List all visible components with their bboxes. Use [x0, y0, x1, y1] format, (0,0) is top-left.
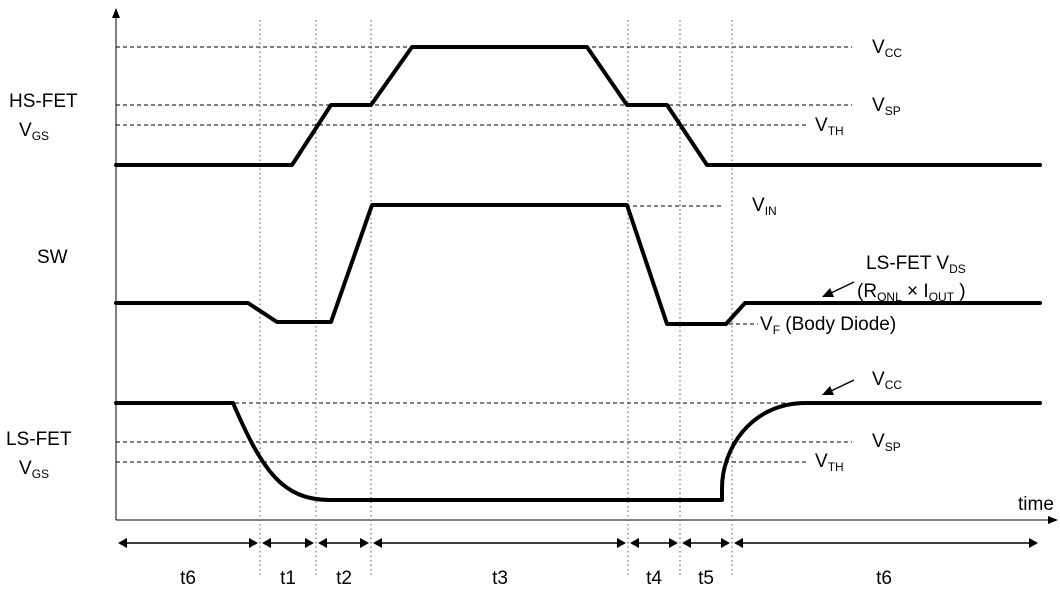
- interval-arrow-right-icon: [721, 538, 730, 548]
- vcc-top-label: VCC: [872, 37, 902, 60]
- vth-top-label: VTH: [815, 115, 844, 138]
- interval-arrow-left-icon: [630, 538, 639, 548]
- vcc-bottom-label: VCC: [872, 369, 902, 392]
- interval-arrows: [118, 538, 1038, 548]
- ls-fet-vds-label: LS-FET VDS: [866, 253, 966, 276]
- x-axis-arrow-icon: [1048, 516, 1058, 524]
- interval-label-t6-start: t6: [180, 568, 196, 589]
- interval-label-t2: t2: [336, 568, 352, 589]
- signal-labels: HS-FET VGS SW LS-FET VGS: [6, 91, 78, 481]
- interval-label-t3: t3: [492, 568, 508, 589]
- interval-label-t6-end: t6: [876, 568, 892, 589]
- ronl-iout-label: (RONL × IOUT ): [857, 281, 966, 304]
- ls-fet-label: LS-FET: [6, 429, 72, 450]
- interval-label-t4: t4: [646, 568, 662, 589]
- interval-label-t5: t5: [698, 568, 714, 589]
- interval-arrow-right-icon: [249, 538, 258, 548]
- vcc-bottom-pointer-line: [830, 379, 855, 392]
- level-labels: VCC VSP VTH VIN LS-FET VDS (RONL × IOUT …: [752, 37, 966, 474]
- reference-levels: [116, 46, 852, 463]
- interval-label-t1: t1: [280, 568, 296, 589]
- interval-arrow-left-icon: [118, 538, 127, 548]
- waveforms: [114, 45, 1042, 502]
- ls-fet-vgs-waveform: [114, 401, 1042, 502]
- vin-label: VIN: [752, 195, 777, 218]
- sw-waveform: [114, 203, 1042, 326]
- vsp-bottom-label: VSP: [872, 431, 901, 454]
- axes: time: [112, 8, 1058, 524]
- interval-arrow-right-icon: [360, 538, 369, 548]
- hs-fet-vgs-label: VGS: [19, 120, 49, 143]
- ls-vds-pointer-arrow-icon: [822, 288, 834, 297]
- interval-arrow-left-icon: [734, 538, 743, 548]
- hs-fet-label: HS-FET: [9, 91, 78, 112]
- interval-arrow-right-icon: [617, 538, 626, 548]
- vf-label: VF (Body Diode): [760, 314, 896, 337]
- interval-arrow-right-icon: [305, 538, 314, 548]
- sw-label: SW: [37, 247, 68, 268]
- pointer-arrows: [822, 281, 855, 395]
- y-axis-arrow-icon: [112, 8, 120, 18]
- interval-arrow-left-icon: [373, 538, 382, 548]
- ls-vds-pointer-line: [830, 281, 855, 294]
- vsp-top-label: VSP: [872, 95, 901, 118]
- x-axis-label: time: [1018, 494, 1054, 515]
- phase-boundaries: [259, 20, 733, 578]
- ls-fet-vgs-label: VGS: [19, 458, 49, 481]
- interval-labels: t6 t1 t2 t3 t4 t5 t6: [180, 568, 892, 589]
- vcc-bottom-pointer-arrow-icon: [822, 386, 834, 395]
- interval-arrow-left-icon: [262, 538, 271, 548]
- interval-arrow-left-icon: [682, 538, 691, 548]
- interval-arrow-right-icon: [1029, 538, 1038, 548]
- interval-arrow-right-icon: [669, 538, 678, 548]
- vth-bottom-label: VTH: [815, 451, 844, 474]
- interval-arrow-left-icon: [318, 538, 327, 548]
- hs-fet-vgs-waveform: [114, 45, 1042, 167]
